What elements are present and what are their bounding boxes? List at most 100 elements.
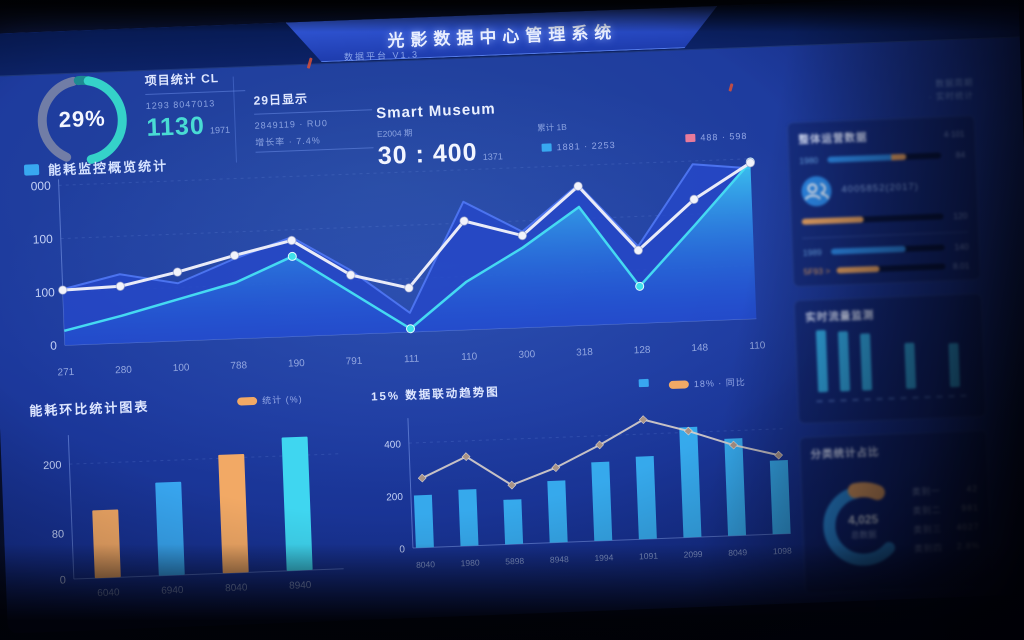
users-row: 4005852(2017): [800, 169, 967, 207]
energy-chart-svg: 200 80 0 6040 6940 8040 8940: [43, 435, 344, 599]
category-card: 分类统计占比 4,025 总数据 类别一 42 类别二 981 类别三 4027 类别四 2.8…: [798, 429, 993, 594]
chart-title: 能耗环比统计图表: [29, 399, 150, 419]
category-value: 4027: [956, 521, 980, 533]
progress-fill-orange: [890, 153, 906, 160]
svg-text:1098: 1098: [773, 545, 793, 556]
svg-text:300: 300: [518, 349, 536, 361]
donut-chart-svg: 4,025 总数据: [819, 481, 907, 569]
kpi-daily: 29日显示 2849119 · RU0 增长率 · 7.4%: [253, 87, 374, 153]
progress-value: 8.01: [952, 259, 970, 271]
combo-trend-chart: 15% 数据联动趋势图 18% · 同比 400 200 0 8040 1980 5898…: [371, 371, 806, 588]
gauge-value: 29%: [58, 105, 107, 133]
svg-text:110: 110: [749, 340, 766, 352]
energy-legend-item[interactable]: 统计 (%): [236, 392, 303, 408]
kpi-value: 1130: [146, 111, 206, 142]
page-title: 光影数据中心管理系统: [387, 22, 618, 51]
progress-row: 1989 140: [803, 241, 969, 257]
category-value: 42: [966, 483, 979, 494]
progress-label: 1980: [799, 154, 819, 166]
svg-text:190: 190: [288, 358, 306, 370]
svg-text:5898: 5898: [505, 556, 525, 567]
trend-legend-item-2[interactable]: 18% · 同比: [668, 375, 746, 391]
card-badge: 4·101: [943, 129, 965, 139]
version-label: 数据平台 V1.3: [343, 49, 420, 63]
svg-text:100: 100: [35, 285, 56, 300]
svg-text:280: 280: [115, 365, 133, 377]
users-icon: [801, 175, 832, 206]
mini-bars-svg: [815, 329, 967, 402]
svg-text:8040: 8040: [225, 582, 248, 594]
kpi-title: Smart Museum: [375, 100, 496, 123]
category-list-item: 类别二 981: [913, 502, 979, 517]
progress-row: 5F93 > 8.01: [803, 260, 969, 276]
kpi-line1: 2849119 · RU0: [254, 117, 329, 131]
svg-text:1091: 1091: [639, 551, 659, 562]
kpi-line2: 增长率 · 7.4%: [254, 131, 374, 153]
progress-fill-blue: [830, 245, 907, 255]
svg-text:1994: 1994: [594, 552, 614, 563]
svg-text:4,025: 4,025: [848, 512, 879, 527]
svg-text:400: 400: [384, 439, 402, 451]
svg-text:100: 100: [32, 232, 53, 247]
svg-text:000: 000: [30, 179, 51, 194]
progress-label: 1989: [802, 246, 822, 258]
legend-label: 统计 (%): [261, 394, 303, 406]
kpi-rule: [254, 109, 373, 115]
card-title: 分类统计占比: [810, 445, 880, 461]
progress-label: 5F93 >: [803, 265, 831, 277]
legend-label: 18% · 同比: [693, 377, 746, 390]
progress-value: 84: [955, 149, 966, 160]
kpi-projects: 项目统计 CL 1293 8047013 1130 1971: [144, 68, 247, 143]
category-label: 类别二: [912, 504, 942, 516]
main-legend-item-1[interactable]: 1881 · 2253: [541, 139, 616, 153]
trend-legend-item-1[interactable]: [638, 378, 654, 388]
progress-value: 140: [954, 240, 969, 252]
svg-text:6940: 6940: [161, 585, 184, 597]
kpi-label: 29日显示: [253, 91, 309, 108]
category-label: 类别四: [914, 542, 943, 554]
chart-title: 15% 数据联动趋势图: [370, 386, 500, 404]
category-value: 2.8%: [956, 540, 981, 552]
main-chart-svg: 000 100 100 0 271 280 100 788 190 791 111 110 300 318…: [30, 157, 766, 379]
operations-card: 整体运营数据 4·101 1980 84: [786, 114, 982, 287]
svg-text:0: 0: [60, 574, 67, 586]
legend-label: 1881 · 2253: [556, 139, 616, 153]
kpi-left-small: E2004 期: [376, 127, 413, 140]
kpi-sub: 1293 8047013: [145, 98, 216, 111]
svg-text:148: 148: [691, 343, 709, 355]
kpi-rule: [145, 90, 246, 95]
svg-text:1980: 1980: [460, 557, 480, 568]
progress-fill-orange: [801, 215, 865, 225]
legend-label: 488 · 598: [700, 130, 748, 143]
svg-text:271: 271: [57, 367, 75, 379]
svg-text:318: 318: [576, 347, 594, 359]
svg-text:128: 128: [634, 345, 652, 357]
card-title: 整体运营数据: [798, 130, 868, 146]
legend-swatch: [236, 396, 258, 406]
svg-text:788: 788: [230, 360, 248, 372]
progress-row: 120: [801, 210, 968, 226]
progress-track: [827, 151, 942, 163]
kpi-suffix: 1971: [209, 124, 231, 136]
svg-text:200: 200: [386, 492, 404, 504]
progress-track: [836, 262, 946, 274]
category-list-item: 类别四 2.8%: [914, 540, 980, 555]
svg-text:8940: 8940: [289, 580, 312, 592]
legend-swatch: [685, 133, 696, 143]
legend-swatch: [638, 378, 649, 388]
svg-text:8040: 8040: [416, 559, 436, 570]
main-legend-item-2[interactable]: 488 · 598: [685, 130, 748, 143]
svg-text:8049: 8049: [728, 547, 748, 558]
traffic-card: 实时流量监测: [793, 292, 987, 424]
progress-track: [801, 212, 944, 225]
category-list: 类别一 42 类别二 981 类别三 4027 类别四 2.8%: [912, 476, 981, 561]
svg-text:总数据: 总数据: [851, 529, 877, 540]
users-text: 4005852(2017): [841, 181, 920, 196]
kpi-label: 项目统计 CL: [144, 71, 220, 88]
svg-text:8948: 8948: [550, 554, 570, 565]
progress-track: [830, 243, 945, 255]
legend-swatch: [668, 379, 689, 389]
svg-text:2099: 2099: [683, 549, 703, 560]
